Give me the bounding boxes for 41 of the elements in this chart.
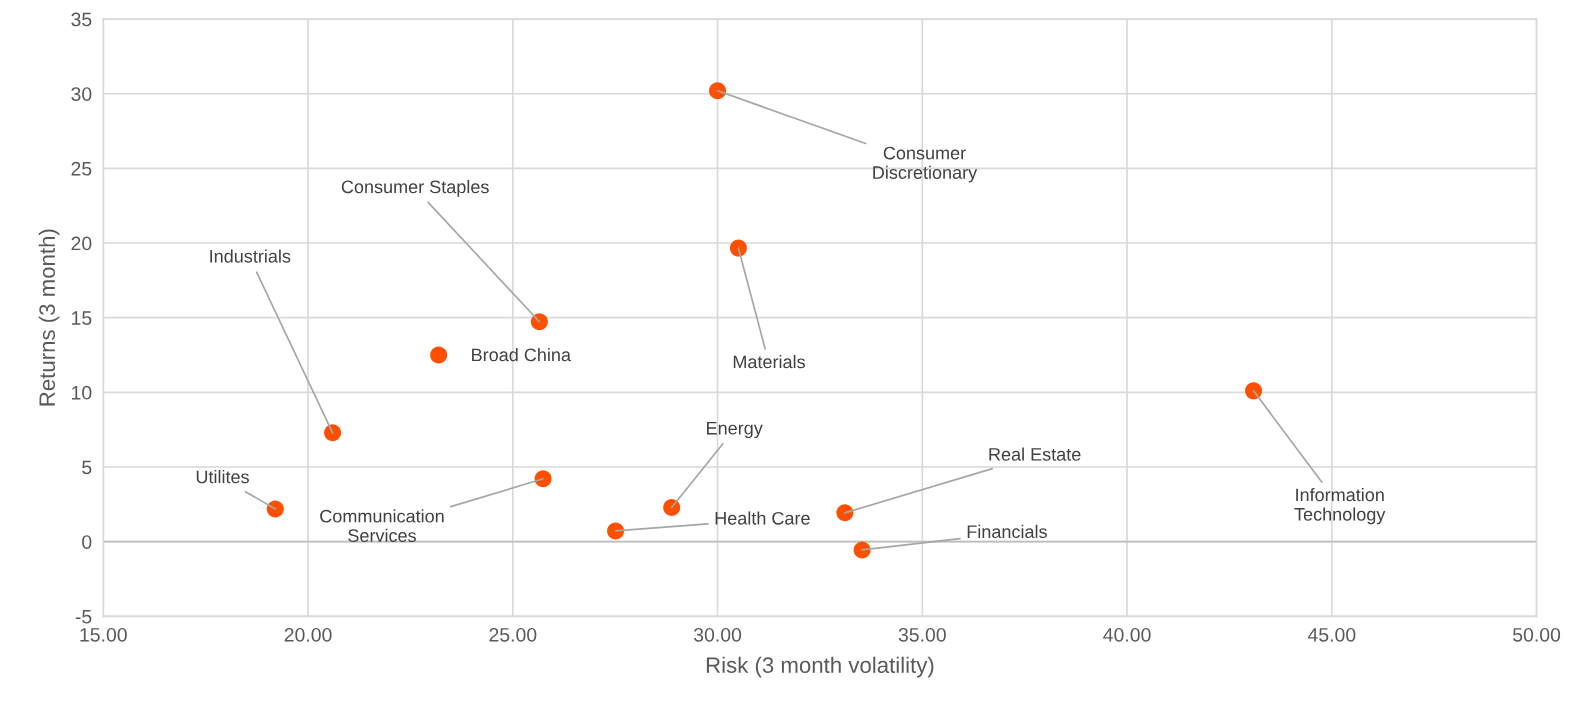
y-tick-label: 15	[72, 311, 92, 325]
y-tick-label: 0	[82, 535, 92, 549]
point	[853, 541, 871, 559]
x-axis-title: Risk (3 month volatility)	[706, 656, 934, 678]
point	[709, 82, 727, 100]
y-tick-label: 30	[71, 87, 92, 101]
x-tick-label: 20.00	[284, 627, 332, 642]
point	[607, 522, 625, 540]
x-tick-label: 50.00	[1513, 627, 1561, 642]
annotation: Financials	[967, 524, 1047, 539]
annotation: Broad China	[472, 348, 571, 362]
point	[729, 239, 747, 257]
y-tick-label: 20	[71, 236, 92, 251]
point	[324, 424, 342, 442]
point	[430, 346, 448, 364]
annotation: Energy	[707, 421, 763, 439]
x-tick-label: 25.00	[489, 627, 537, 642]
annotation: Utilites	[196, 470, 249, 484]
point	[266, 500, 284, 518]
y-tick-label: 35	[71, 12, 92, 27]
annotation: Information Technology	[1294, 488, 1386, 525]
annotation: Materials	[733, 354, 805, 369]
x-tick-label: 45.00	[1307, 627, 1356, 642]
y-tick-label: 5	[82, 460, 92, 475]
annotation: Industrials	[210, 249, 291, 263]
point	[663, 498, 681, 516]
point	[1245, 382, 1263, 400]
annotation: Health Care	[715, 511, 810, 525]
y-tick-label: -5	[75, 610, 92, 624]
y-tick-label: 10	[72, 385, 92, 400]
x-tick-label: 40.00	[1103, 627, 1151, 642]
annotation: Consumer Staples	[341, 179, 489, 197]
y-axis-title: Returns (3 month)	[38, 229, 60, 406]
x-tick-label: 30.00	[693, 627, 742, 642]
point	[530, 313, 548, 331]
annotation: Communication Services	[320, 509, 444, 542]
annotation: Real Estate	[989, 447, 1081, 461]
x-tick-label: 15.00	[80, 627, 127, 642]
y-tick-label: 25	[71, 161, 92, 176]
x-tick-label: 35.00	[898, 627, 946, 642]
annotation: Consumer Discretionary	[873, 146, 978, 183]
